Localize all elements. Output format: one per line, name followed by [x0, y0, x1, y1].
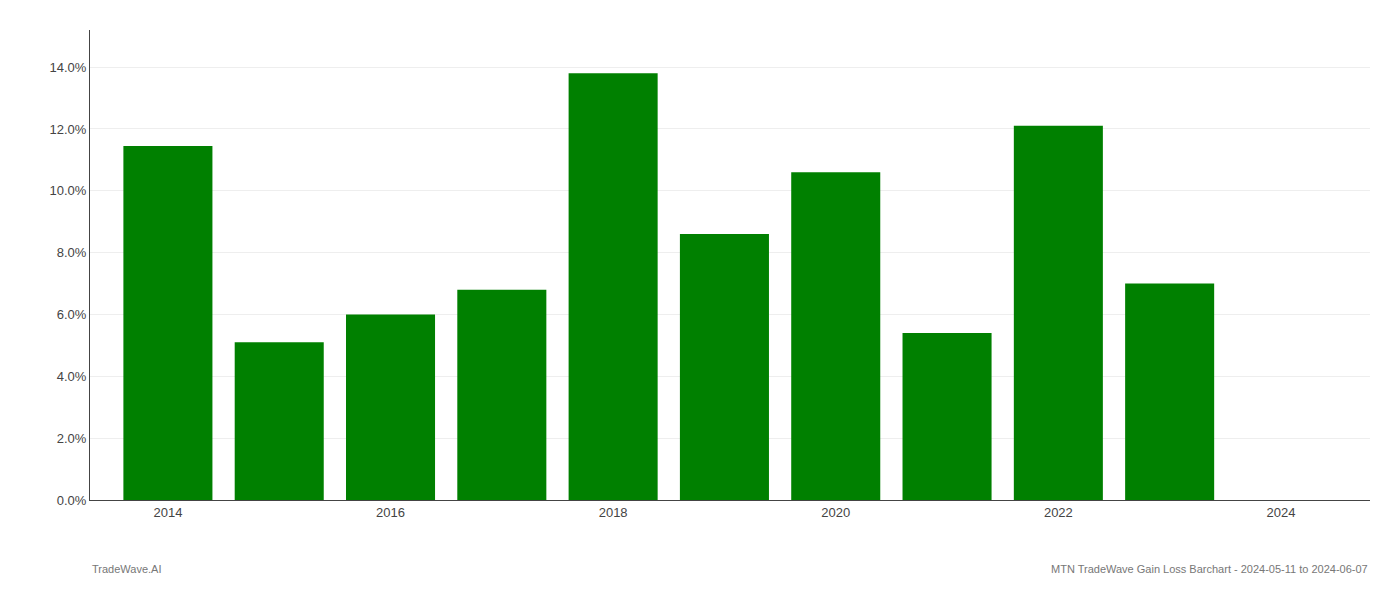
- svg-text:8.0%: 8.0%: [57, 245, 87, 260]
- svg-text:2024: 2024: [1266, 505, 1295, 520]
- svg-text:2018: 2018: [599, 505, 628, 520]
- svg-text:2.0%: 2.0%: [57, 431, 87, 446]
- svg-text:0.0%: 0.0%: [57, 493, 87, 508]
- svg-text:4.0%: 4.0%: [57, 369, 87, 384]
- svg-text:MTN TradeWave Gain Loss Barcha: MTN TradeWave Gain Loss Barchart - 2024-…: [1051, 563, 1368, 575]
- svg-text:2016: 2016: [376, 505, 405, 520]
- svg-text:2022: 2022: [1044, 505, 1073, 520]
- svg-text:10.0%: 10.0%: [50, 183, 87, 198]
- svg-text:14.0%: 14.0%: [50, 60, 87, 75]
- svg-text:2014: 2014: [153, 505, 182, 520]
- svg-text:12.0%: 12.0%: [50, 122, 87, 137]
- svg-text:2020: 2020: [821, 505, 850, 520]
- svg-text:TradeWave.AI: TradeWave.AI: [92, 563, 162, 575]
- svg-text:6.0%: 6.0%: [57, 307, 87, 322]
